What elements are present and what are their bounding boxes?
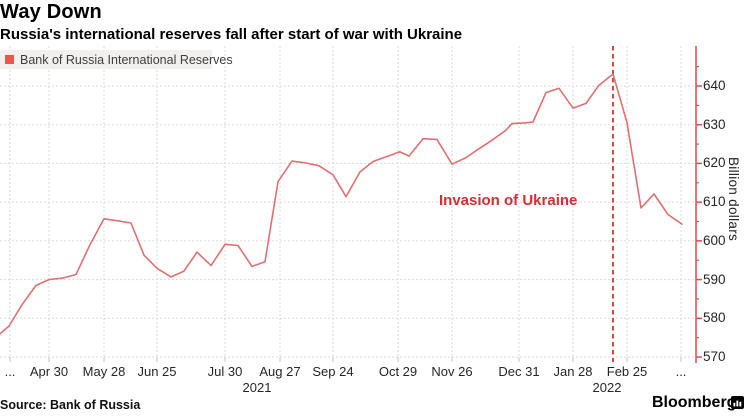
y-tick-label: 620 [703,155,726,171]
x-tick-label: May 28 [82,364,126,379]
x-tick-label: ... [4,364,16,379]
x-tick-label: Jan 28 [553,364,593,379]
y-tick-label: 630 [703,116,726,132]
y-axis-title: Billion dollars [726,157,741,242]
y-tick-label: 590 [703,271,726,287]
x-year-label: 2021 [242,380,272,395]
invasion-annotation: Invasion of Ukraine [439,192,578,209]
chart-title: Way Down [0,1,102,23]
legend-swatch-icon [5,55,14,64]
y-tick-label: 580 [703,310,726,326]
x-tick-label: Sep 24 [312,364,354,379]
y-tick-label: 600 [703,232,726,248]
x-tick-label: Aug 27 [259,364,301,379]
chart-subtitle: Russia's international reserves fall aft… [0,26,463,43]
x-tick-label: Jul 30 [207,364,243,379]
x-tick-label: Dec 31 [498,364,540,379]
x-year-label: 2022 [592,380,622,395]
legend-label: Bank of Russia International Reserves [20,52,233,67]
y-tick-label: 610 [703,194,726,210]
reserves-line [0,73,683,335]
x-tick-label: Nov 26 [431,364,473,379]
legend: Bank of Russia International Reserves [0,50,233,69]
x-tick-label: Apr 30 [29,364,69,379]
bloomberg-wordmark: Bloomberg [652,394,737,411]
x-tick-label: Feb 25 [606,364,648,379]
bloomberg-logo-icon [731,396,744,409]
x-tick-label: Jun 25 [137,364,177,379]
x-tick-label: ... [675,364,687,379]
x-tick-label: Oct 29 [378,364,418,379]
source-note: Source: Bank of Russia [0,398,141,412]
y-tick-label: 640 [703,78,726,93]
y-tick-label: 570 [703,349,726,364]
